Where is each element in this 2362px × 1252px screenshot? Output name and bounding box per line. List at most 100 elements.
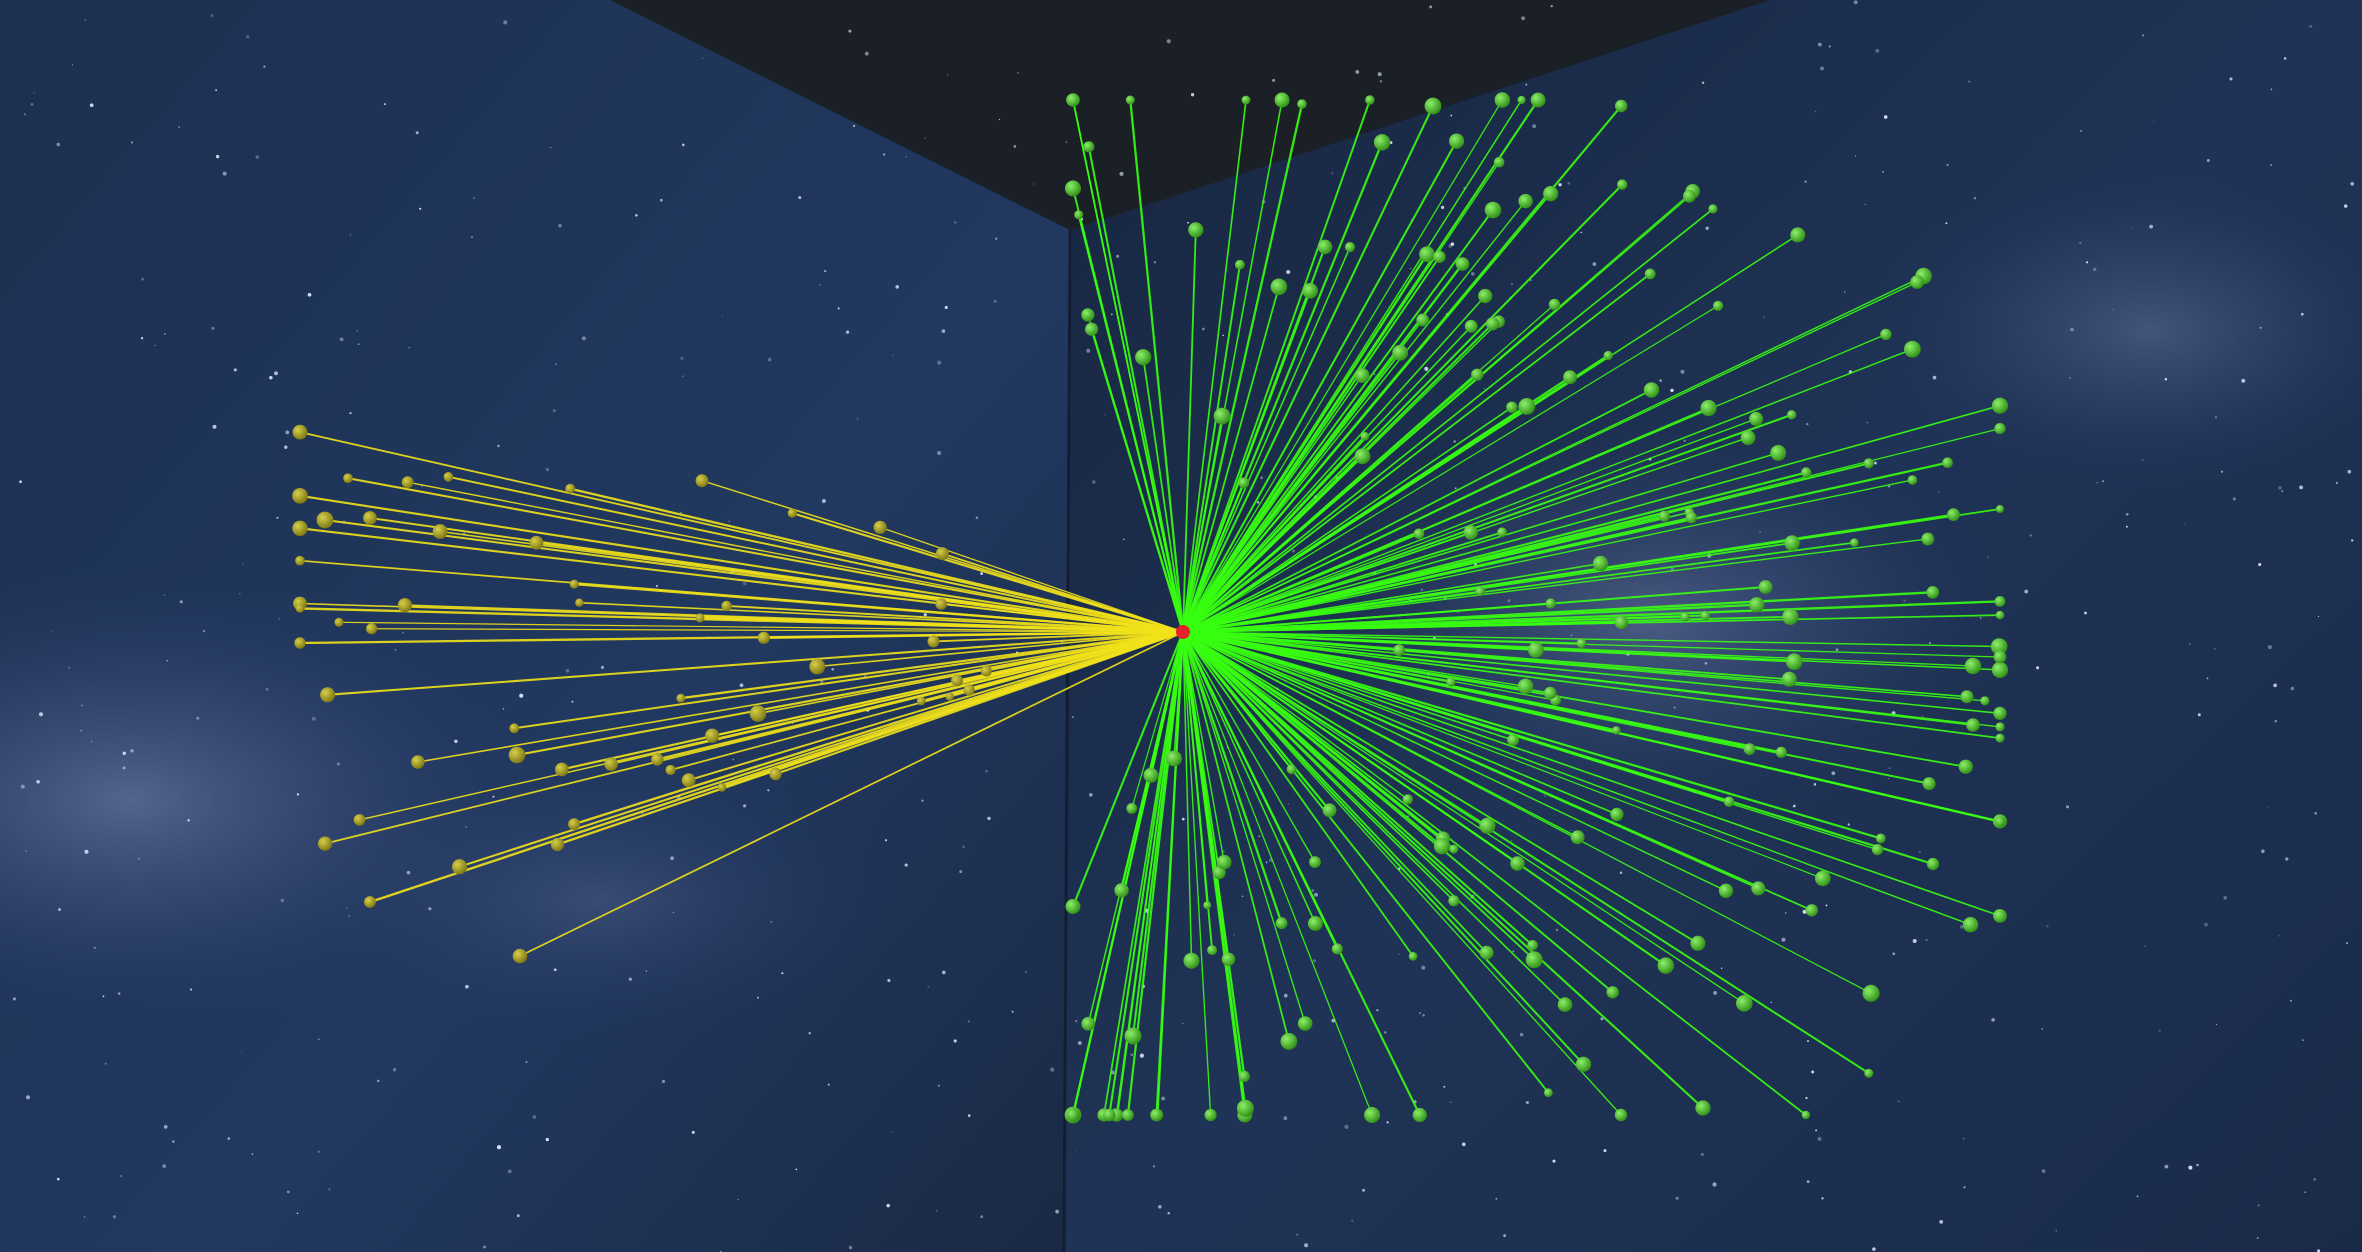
green-link (1182, 630, 1882, 840)
green-link (1182, 105, 1434, 633)
green-node (1354, 368, 1370, 383)
star (1815, 1129, 1818, 1132)
star (1265, 861, 1268, 864)
green-link (1181, 103, 1304, 633)
star (130, 141, 133, 144)
star (767, 357, 772, 362)
star (1283, 993, 1288, 998)
star (2281, 490, 2284, 493)
star (2290, 686, 2295, 691)
star (276, 516, 279, 519)
star (1507, 599, 1511, 603)
star (2220, 470, 2224, 473)
star (2304, 1191, 2306, 1193)
green-node (1713, 300, 1724, 311)
star (1570, 634, 1573, 637)
green-link (1182, 631, 1316, 863)
star (2313, 1177, 2317, 1181)
star (269, 375, 273, 380)
star (1314, 892, 1318, 897)
star (36, 780, 40, 784)
yellow-link (879, 526, 1184, 633)
green-link (1182, 531, 1503, 633)
star (1806, 1180, 1810, 1183)
star (1182, 1023, 1184, 1025)
green-link (1182, 590, 1481, 633)
star (465, 826, 467, 828)
star (1759, 531, 1761, 534)
star (558, 223, 562, 228)
star (1603, 1149, 1607, 1153)
star (2084, 611, 2087, 615)
star (1946, 163, 1949, 167)
star (1190, 93, 1195, 97)
star (1512, 950, 1515, 953)
star (1130, 1053, 1134, 1057)
star (545, 1137, 549, 1142)
star (821, 499, 826, 503)
green-node (1525, 951, 1543, 969)
yellow-node (316, 511, 334, 529)
green-node (1236, 1099, 1254, 1117)
star (2055, 1230, 2057, 1232)
yellow-node (295, 555, 305, 566)
green-node (1392, 344, 1408, 361)
green-node (1424, 97, 1442, 115)
green-node (1815, 870, 1831, 887)
star (472, 196, 476, 200)
green-node (1322, 803, 1337, 818)
star (1256, 501, 1260, 504)
star (1991, 1018, 1995, 1022)
green-link (1182, 631, 1225, 863)
star (1384, 306, 1387, 308)
green-node (1563, 370, 1577, 385)
star (1089, 793, 1093, 797)
green-node (1150, 1108, 1163, 1122)
star (2068, 376, 2071, 379)
green-node (1543, 186, 1559, 202)
yellow-link (347, 477, 1184, 634)
green-node (1617, 179, 1628, 190)
star (555, 363, 558, 366)
star (482, 1245, 487, 1249)
green-node (1081, 308, 1095, 322)
star (2343, 204, 2348, 208)
star (2223, 896, 2227, 900)
green-link (1182, 99, 1523, 633)
yellow-node (681, 773, 696, 788)
green-node (1393, 644, 1406, 657)
star (1887, 778, 1890, 780)
green-node (1690, 935, 1706, 951)
green-node (1784, 535, 1800, 551)
star (1558, 183, 1562, 187)
star (1938, 491, 1940, 493)
star (1421, 965, 1426, 970)
star (122, 751, 127, 756)
star (1854, 155, 1857, 157)
green-link (1182, 183, 1623, 633)
star (645, 970, 648, 972)
star (339, 337, 344, 342)
green-link (1182, 631, 1930, 785)
star (737, 1198, 740, 1201)
yellow-node (555, 762, 569, 777)
star (1670, 388, 1674, 393)
star (2188, 1165, 2193, 1170)
green-link (1182, 273, 1651, 633)
yellow-node (935, 547, 949, 561)
star (2256, 1237, 2259, 1239)
star (1086, 348, 1091, 353)
star (1344, 1124, 1349, 1129)
green-link (1087, 146, 1185, 633)
star (227, 1137, 230, 1140)
star (166, 660, 168, 662)
star (179, 600, 183, 604)
green-link (1182, 631, 1582, 644)
yellow-node (951, 674, 963, 687)
green-node (1994, 596, 2006, 607)
star (19, 480, 22, 484)
yellow-node (568, 818, 580, 830)
star (349, 411, 352, 415)
star (318, 1038, 320, 1040)
green-link (1182, 195, 1690, 633)
